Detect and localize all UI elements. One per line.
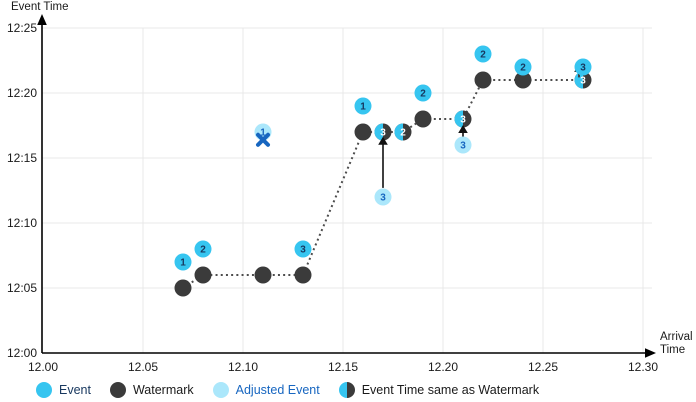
adjust-arrow: [458, 125, 468, 138]
adjusted-event-marker: 3: [454, 136, 472, 154]
marker-number: 3: [580, 63, 586, 74]
watermark-marker: [474, 71, 492, 89]
x-tick-label: 12.25: [528, 360, 558, 374]
marker-number: 3: [380, 128, 386, 139]
x-tick-label: 12.05: [128, 360, 158, 374]
marker-number: 1: [360, 102, 366, 113]
legend-label: Watermark: [132, 383, 194, 397]
watermark-markers: [174, 71, 532, 297]
event-marker: 2: [514, 58, 532, 76]
marker-number: 3: [380, 193, 386, 204]
x-axis-arrow-icon: [645, 348, 656, 358]
x-tick-label: 12.15: [328, 360, 358, 374]
adjusted-event-marker: 3: [374, 188, 392, 206]
y-tick-label: 12:15: [7, 151, 37, 165]
event-time-same-as-watermark-marker: 3: [454, 110, 472, 128]
event-markers: 1 2 3 1 2 2 2 3: [174, 45, 592, 271]
x-axis-title: Arrival Time: [660, 331, 693, 356]
arrow-head-icon: [458, 125, 468, 133]
dropped-event-x-icon: [256, 132, 270, 147]
watermark-marker: [354, 123, 372, 141]
axes: [37, 14, 656, 358]
y-tick-label: 12:25: [7, 21, 37, 35]
legend-item-adjusted-event: Adjusted Event: [212, 382, 320, 398]
same-as-watermark-markers: 3 2 3 3: [374, 71, 592, 141]
y-tick-label: 12:10: [7, 216, 37, 230]
event-marker: 2: [414, 84, 432, 102]
legend-item-watermark: Watermark: [109, 382, 194, 398]
watermark-marker: [414, 110, 432, 128]
legend-item-event-time-same-as-watermark: Event Time same as Watermark: [338, 382, 540, 398]
marker-number: 3: [300, 245, 306, 256]
adjust-arrow: [378, 136, 388, 188]
marker-number: 1: [180, 258, 186, 269]
x-tick-label: 12.10: [228, 360, 258, 374]
y-tick-label: 12:20: [7, 86, 37, 100]
watermark-marker: [294, 266, 312, 284]
event-time-same-as-watermark-marker: 2: [394, 123, 412, 141]
legend-label: Event Time same as Watermark: [361, 383, 540, 397]
y-tick-label: 12:05: [7, 281, 37, 295]
marker-number: 2: [400, 128, 406, 139]
legend-item-event: Event: [36, 382, 91, 398]
event-time-same-as-watermark-marker: 3: [374, 123, 392, 141]
marker-number: 2: [520, 63, 526, 74]
event-marker: 1: [174, 253, 192, 271]
x-tick-label: 12.30: [628, 360, 658, 374]
marker-number: 3: [580, 76, 586, 87]
watermark-marker: [174, 279, 192, 297]
y-axis-title: Event Time: [11, 1, 69, 13]
y-tick-label: 12:00: [7, 346, 37, 360]
event-marker: 3: [574, 58, 592, 76]
marker-number: 2: [480, 50, 486, 61]
legend-swatch-event-icon: [36, 382, 52, 398]
legend-swatch-watermark-icon: [109, 382, 126, 398]
legend-label: Event: [59, 383, 91, 397]
tick-labels: 12:00 12:05 12:10 12:15 12:20 12:25 12.00 12.05…: [7, 21, 658, 374]
legend-label: Adjusted Event: [235, 383, 320, 397]
marker-number: 2: [200, 245, 206, 256]
watermark-marker: [514, 71, 532, 89]
legend-swatch-adjusted-event-icon: [212, 382, 229, 398]
event-marker: 1: [354, 97, 372, 115]
x-tick-label: 12.20: [428, 360, 458, 374]
event-marker: 2: [194, 240, 212, 258]
marker-number: 3: [460, 115, 466, 126]
y-axis-arrow-icon: [37, 14, 47, 25]
arrow-head-icon: [378, 136, 388, 145]
event-marker: 2: [474, 45, 492, 63]
watermark-marker: [254, 266, 272, 284]
event-marker: 3: [294, 240, 312, 258]
marker-number: 3: [460, 141, 466, 152]
legend-swatch-event-time-same-as-watermark-icon: [338, 382, 355, 398]
watermark-marker: [194, 266, 212, 284]
marker-number: 2: [420, 89, 426, 100]
legend: Event Watermark Adjusted Event Event Time s…: [36, 382, 539, 398]
x-tick-label: 12.00: [28, 360, 58, 374]
marker-number: 1: [260, 128, 266, 139]
gridlines: [42, 27, 652, 353]
